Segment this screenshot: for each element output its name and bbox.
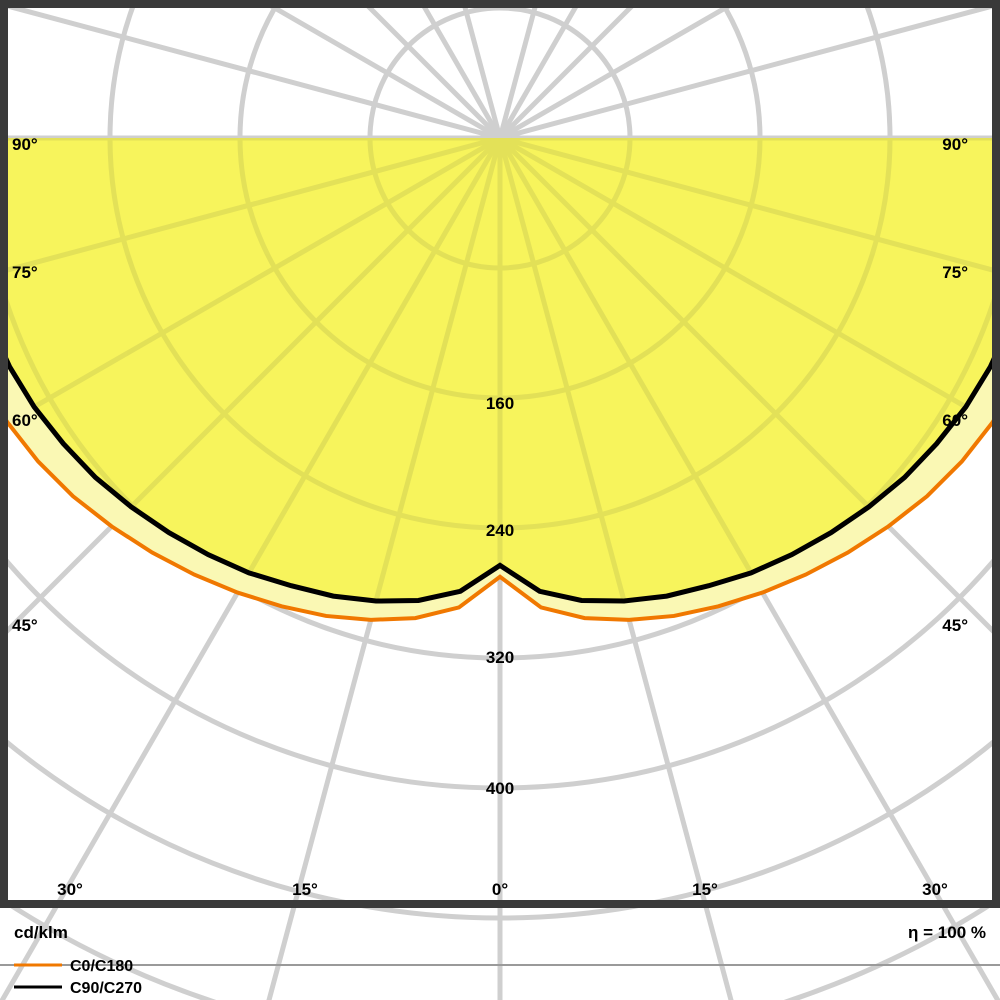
angle-label-right: 90° — [942, 135, 968, 154]
fill-C90/C270 — [0, 138, 1000, 602]
angle-label-bottom: 15° — [292, 880, 318, 899]
angle-label-bottom: 30° — [57, 880, 83, 899]
angle-label-right: 45° — [942, 616, 968, 635]
legend: C0/C180 C90/C270 — [14, 958, 142, 997]
angle-label-right: 60° — [942, 411, 968, 430]
unit-label: cd/klm — [14, 923, 68, 942]
radial-tick-label: 240 — [486, 521, 514, 540]
footer-row: cd/klm η = 100 % — [14, 923, 986, 942]
legend-label: C90/C270 — [70, 980, 142, 997]
radial-tick-label: 400 — [486, 779, 514, 798]
curve-C90/C270 — [0, 339, 1000, 604]
legend-label: C0/C180 — [70, 958, 133, 975]
angle-label-right: 75° — [942, 263, 968, 282]
angle-label-bottom: 30° — [922, 880, 948, 899]
angle-label-left: 75° — [12, 263, 38, 282]
radial-tick-label: 160 — [486, 394, 514, 413]
angle-tick-labels: 90° 75° 60° 45° 90° 75° 60° 45° 30° 15° 0° 15° 30° — [12, 135, 968, 899]
angle-label-bottom: 15° — [692, 880, 718, 899]
angle-label-left: 90° — [12, 135, 38, 154]
radial-tick-label: 320 — [486, 648, 514, 667]
radial-tick-labels: 160 240 320 400 — [486, 394, 514, 798]
plot-border — [0, 0, 1000, 908]
efficiency-label: η = 100 % — [908, 923, 986, 942]
angle-label-left: 60° — [12, 411, 38, 430]
plot-frame — [0, 0, 1000, 966]
angle-label-bottom: 0° — [492, 880, 508, 899]
angle-label-left: 45° — [12, 616, 38, 635]
